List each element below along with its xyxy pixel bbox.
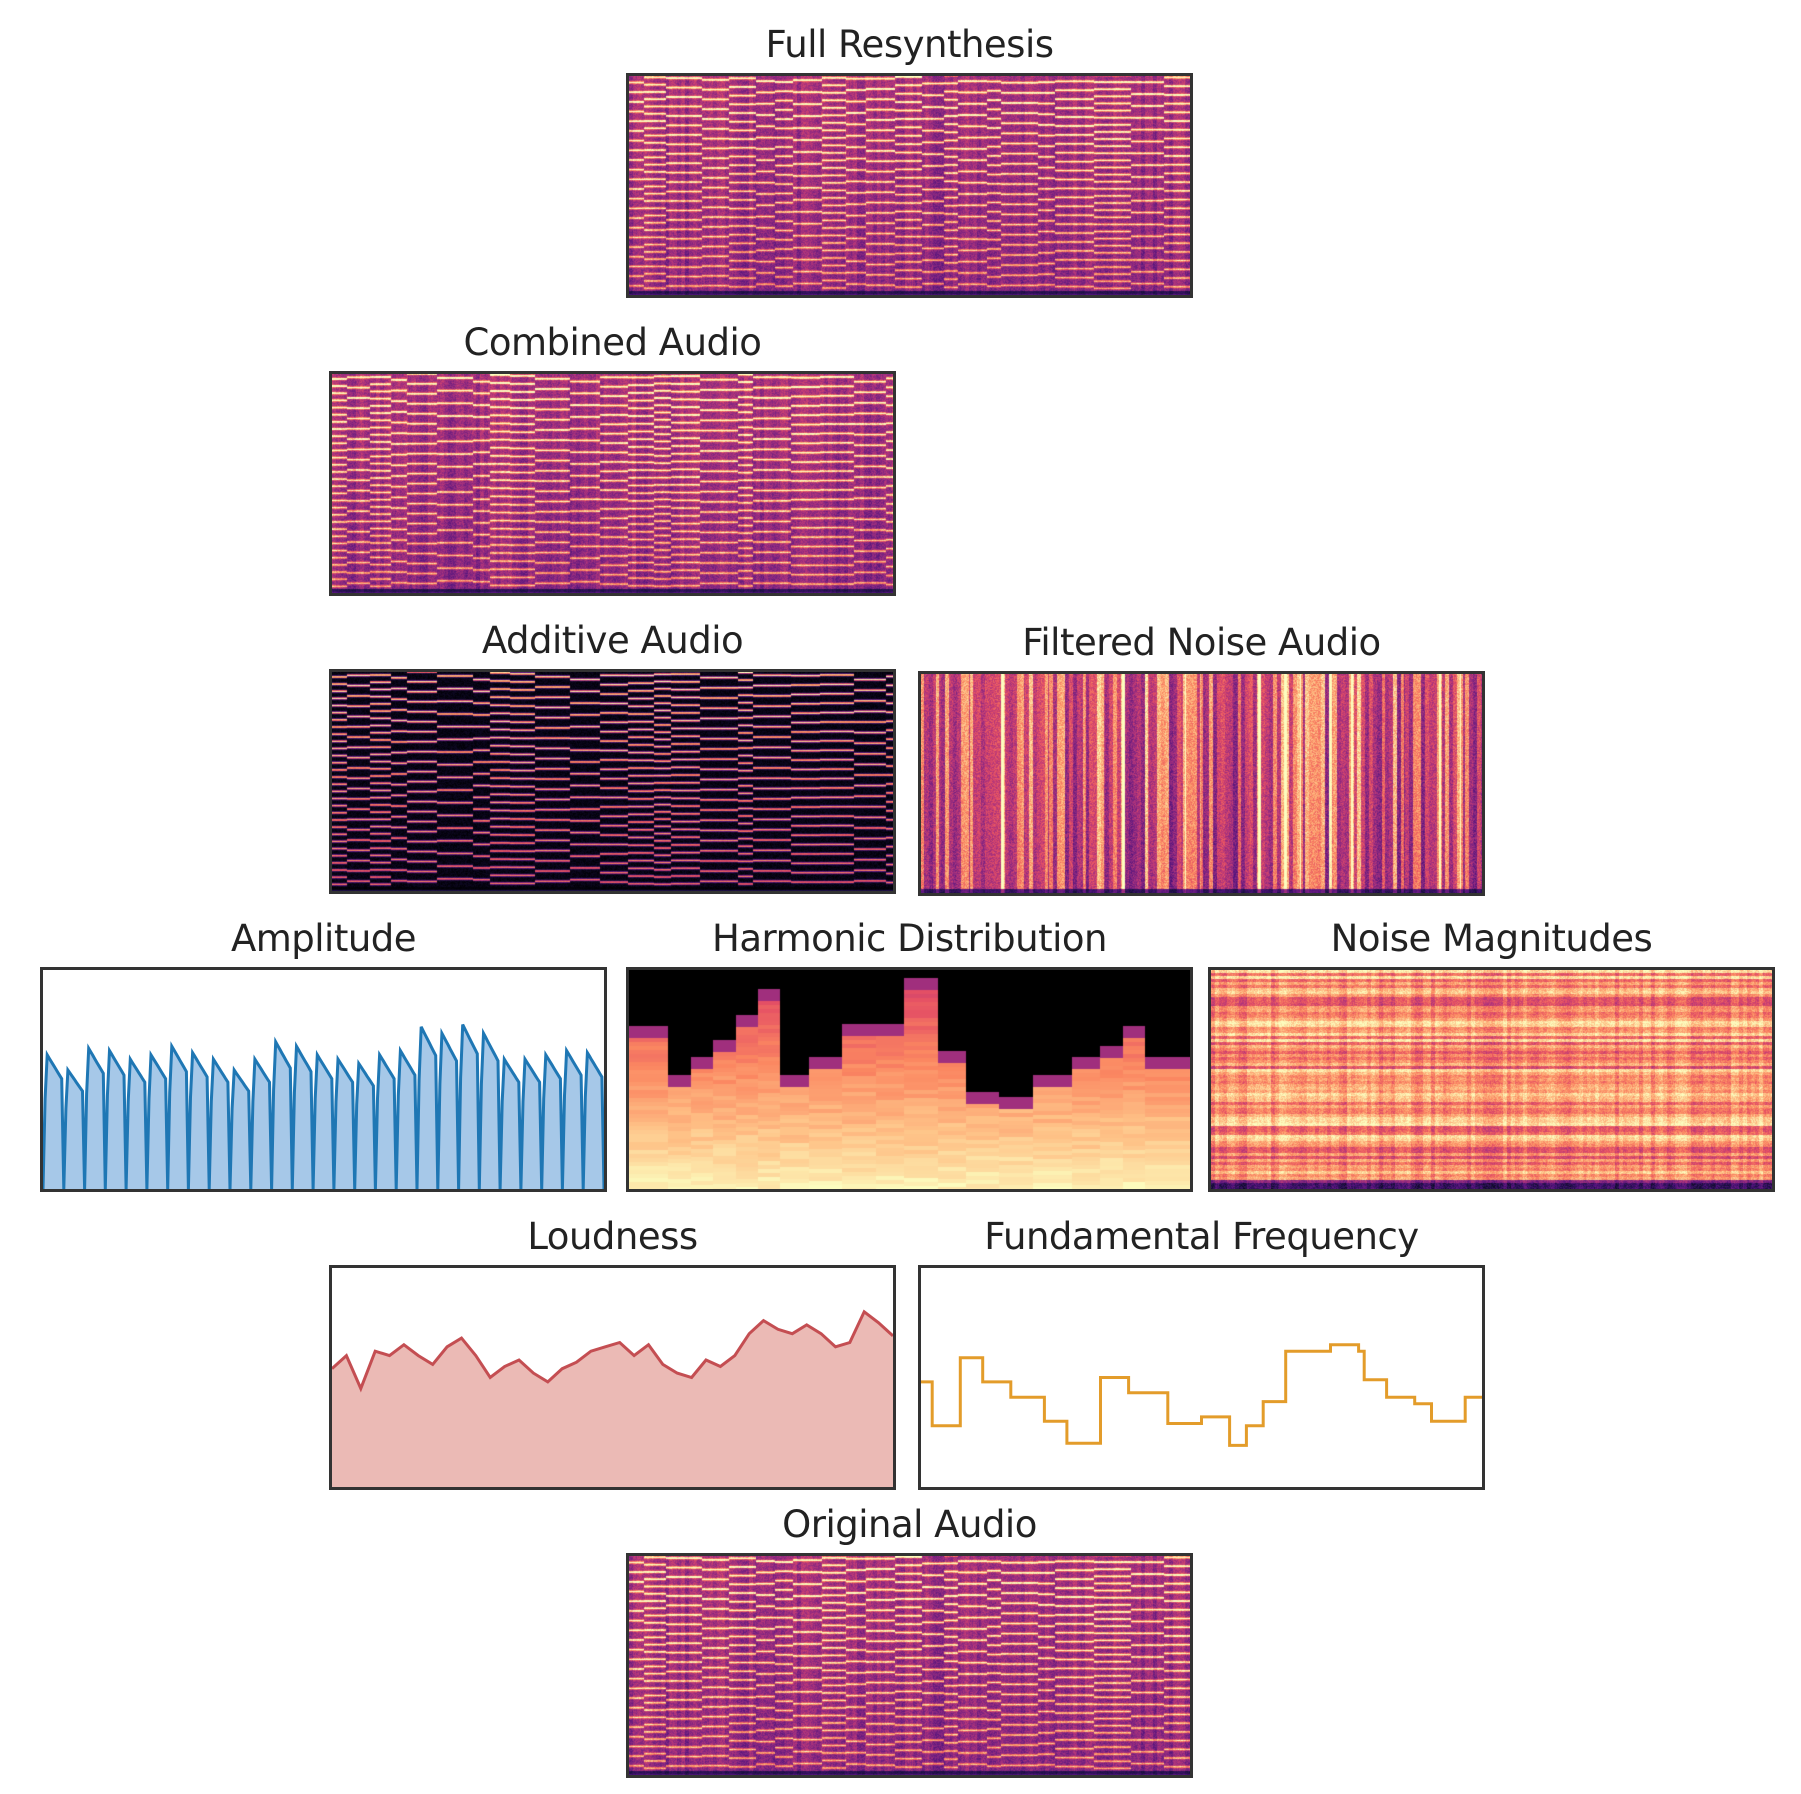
panel-title: Full Resynthesis [765, 23, 1054, 66]
panel-title: Harmonic Distribution [712, 917, 1107, 960]
filtered-noise-spectrogram [921, 674, 1482, 893]
panel-title: Additive Audio [481, 619, 744, 662]
panel-additive-audio: Additive Audio [329, 619, 896, 894]
panel-filtered-noise-audio: Filtered Noise Audio [918, 621, 1485, 896]
amplitude-line [43, 1023, 604, 1189]
panel-title: Loudness [527, 1215, 698, 1258]
f0-line [921, 1343, 1482, 1447]
panel-title: Combined Audio [463, 321, 762, 364]
panel-full-resynthesis: Full Resynthesis [626, 23, 1193, 298]
panel-title: Original Audio [782, 1503, 1037, 1546]
loudness-area [332, 1311, 893, 1487]
amplitude-area [43, 1024, 604, 1189]
panel-loudness: Loudness [329, 1215, 896, 1490]
additive-audio-spectrogram [332, 672, 893, 891]
panel-fundamental-frequency: Fundamental Frequency [918, 1215, 1485, 1490]
panel-harmonic-distribution: Harmonic Distribution [626, 917, 1193, 1192]
full-resynthesis-spectrogram [629, 76, 1190, 295]
panel-title: Noise Magnitudes [1330, 917, 1653, 960]
amplitude-plot [43, 1023, 604, 1189]
panel-title: Filtered Noise Audio [1022, 621, 1381, 664]
harmonic-distribution-heatmap [629, 970, 1190, 1189]
panel-noise-magnitudes: Noise Magnitudes [1208, 917, 1775, 1192]
combined-audio-spectrogram [332, 374, 893, 593]
panel-title: Amplitude [230, 917, 417, 960]
panel-amplitude: Amplitude [40, 917, 607, 1192]
original-audio-spectrogram [629, 1556, 1190, 1775]
panel-title: Fundamental Frequency [984, 1215, 1419, 1258]
loudness-line [332, 1309, 893, 1393]
panel-original-audio: Original Audio [626, 1503, 1193, 1778]
panel-combined-audio: Combined Audio [329, 321, 896, 596]
noise-magnitudes-heatmap [1211, 970, 1772, 1189]
loudness-plot [332, 1309, 893, 1487]
f0-plot [921, 1343, 1482, 1447]
